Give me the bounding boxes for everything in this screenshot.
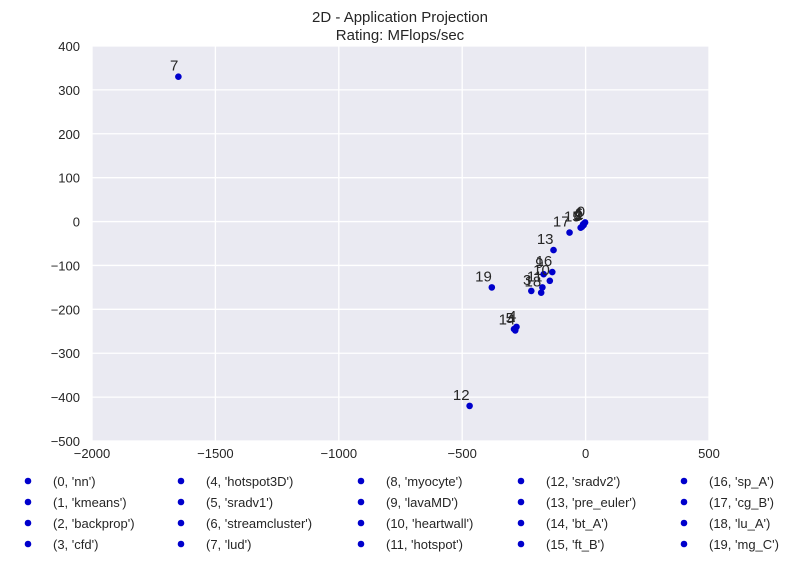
legend-marker bbox=[24, 498, 32, 506]
data-point-12 bbox=[466, 402, 473, 410]
legend-entry: (5, 'sradv1') bbox=[206, 495, 273, 510]
legend-entry: (15, 'ft_B') bbox=[546, 537, 604, 552]
legend-entry: (4, 'hotspot3D') bbox=[206, 474, 293, 489]
legend-entry: (10, 'heartwall') bbox=[386, 516, 473, 531]
legend-marker bbox=[517, 519, 525, 527]
point-label-3: 3 bbox=[523, 272, 531, 289]
legend-entry: (19, 'mg_C') bbox=[709, 537, 779, 552]
x-tick-label: −500 bbox=[448, 446, 477, 461]
legend-entry: (2, 'backprop') bbox=[53, 516, 135, 531]
data-points bbox=[175, 73, 589, 410]
x-axis-ticks: −2000 −1500 −1000 −500 0 500 bbox=[74, 446, 720, 461]
y-tick-label: −300 bbox=[51, 346, 80, 361]
x-tick-label: 0 bbox=[582, 446, 589, 461]
x-tick-label: 500 bbox=[698, 446, 720, 461]
point-label-12: 12 bbox=[453, 387, 470, 404]
legend-marker bbox=[517, 540, 525, 548]
data-point-19 bbox=[488, 284, 496, 291]
point-label-5: 5 bbox=[506, 310, 514, 327]
legend-marker bbox=[177, 540, 185, 548]
data-point-13 bbox=[550, 246, 557, 254]
data-point-16 bbox=[548, 268, 556, 276]
point-label-18: 18 bbox=[524, 274, 541, 291]
data-point-17 bbox=[566, 229, 573, 236]
legend-marker bbox=[680, 540, 688, 548]
point-label-1: 1 bbox=[575, 206, 583, 223]
point-label-6: 6 bbox=[575, 205, 583, 222]
y-tick-label: 100 bbox=[58, 171, 80, 186]
point-label-16: 16 bbox=[536, 253, 553, 270]
legend-marker bbox=[517, 477, 525, 485]
y-tick-label: 200 bbox=[58, 127, 80, 142]
point-label-9: 9 bbox=[535, 255, 543, 272]
legend-entry: (17, 'cg_B') bbox=[709, 495, 774, 510]
legend-entry: (11, 'hotspot') bbox=[386, 537, 463, 552]
legend-marker bbox=[357, 519, 365, 527]
point-label-0: 0 bbox=[577, 203, 585, 220]
legend-marker bbox=[357, 477, 365, 485]
legend-entry: (3, 'cfd') bbox=[53, 537, 98, 552]
legend-entry: (1, 'kmeans') bbox=[53, 495, 127, 510]
data-point-15 bbox=[577, 224, 584, 231]
data-point-10 bbox=[546, 277, 554, 285]
data-point-3 bbox=[528, 287, 535, 295]
y-tick-label: −200 bbox=[51, 302, 80, 317]
legend-marker bbox=[177, 498, 185, 506]
y-tick-label: −400 bbox=[51, 390, 80, 405]
data-point-7 bbox=[175, 73, 182, 81]
plot-area bbox=[92, 46, 709, 441]
legend-marker bbox=[680, 477, 688, 485]
legend-marker bbox=[357, 540, 365, 548]
data-point-11 bbox=[539, 284, 546, 291]
legend-marker bbox=[24, 540, 32, 548]
legend-marker bbox=[177, 477, 185, 485]
legend-entry: (13, 'pre_euler') bbox=[546, 495, 636, 510]
point-label-7: 7 bbox=[170, 58, 178, 75]
legend-marker bbox=[680, 519, 688, 527]
point-label-13: 13 bbox=[537, 231, 554, 248]
legend-marker bbox=[680, 498, 688, 506]
point-label-11: 11 bbox=[527, 268, 543, 285]
legend-marker bbox=[517, 498, 525, 506]
data-point-14 bbox=[511, 327, 519, 334]
legend-entry: (0, 'nn') bbox=[53, 474, 96, 489]
chart-title: 2D - Application Projection bbox=[312, 9, 488, 26]
legend-marker bbox=[357, 498, 365, 506]
legend-entry: (16, 'sp_A') bbox=[709, 474, 774, 489]
point-label-4: 4 bbox=[508, 308, 516, 325]
data-point-9 bbox=[540, 270, 547, 278]
legend-marker bbox=[24, 519, 32, 527]
point-label-17: 17 bbox=[553, 214, 570, 231]
point-label-8: 8 bbox=[574, 208, 582, 225]
legend-entry: (18, 'lu_A') bbox=[709, 516, 770, 531]
y-tick-label: −100 bbox=[51, 258, 80, 273]
legend-entry: (14, 'bt_A') bbox=[546, 516, 608, 531]
data-point-18 bbox=[537, 289, 545, 296]
legend-entry: (7, 'lud') bbox=[206, 537, 251, 552]
x-tick-label: −2000 bbox=[74, 446, 111, 461]
point-label-19: 19 bbox=[475, 268, 492, 285]
point-label-14: 14 bbox=[499, 311, 516, 328]
legend-entry: (6, 'streamcluster') bbox=[206, 516, 312, 531]
y-axis-ticks: −500 −400 −300 −200 −100 0 100 200 300 400 bbox=[51, 39, 80, 449]
legend-marker bbox=[177, 519, 185, 527]
legend-marker bbox=[24, 477, 32, 485]
y-tick-label: 0 bbox=[73, 215, 80, 230]
legend: (0, 'nn') (1, 'kmeans') (2, 'backprop') (3,… bbox=[24, 474, 779, 552]
legend-entry: (8, 'myocyte') bbox=[386, 474, 462, 489]
x-tick-label: −1500 bbox=[197, 446, 234, 461]
point-label-10: 10 bbox=[533, 262, 550, 279]
point-label-15: 15 bbox=[564, 209, 581, 226]
legend-entry: (12, 'sradv2') bbox=[546, 474, 620, 489]
y-tick-label: 400 bbox=[58, 39, 80, 54]
y-tick-label: −500 bbox=[51, 434, 80, 449]
grid-lines bbox=[91, 45, 710, 442]
legend-entry: (9, 'lavaMD') bbox=[386, 495, 458, 510]
point-label-2: 2 bbox=[574, 207, 582, 224]
y-tick-label: 300 bbox=[58, 83, 80, 98]
chart-subtitle: Rating: MFlops/sec bbox=[336, 27, 465, 44]
x-tick-label: −1000 bbox=[321, 446, 358, 461]
